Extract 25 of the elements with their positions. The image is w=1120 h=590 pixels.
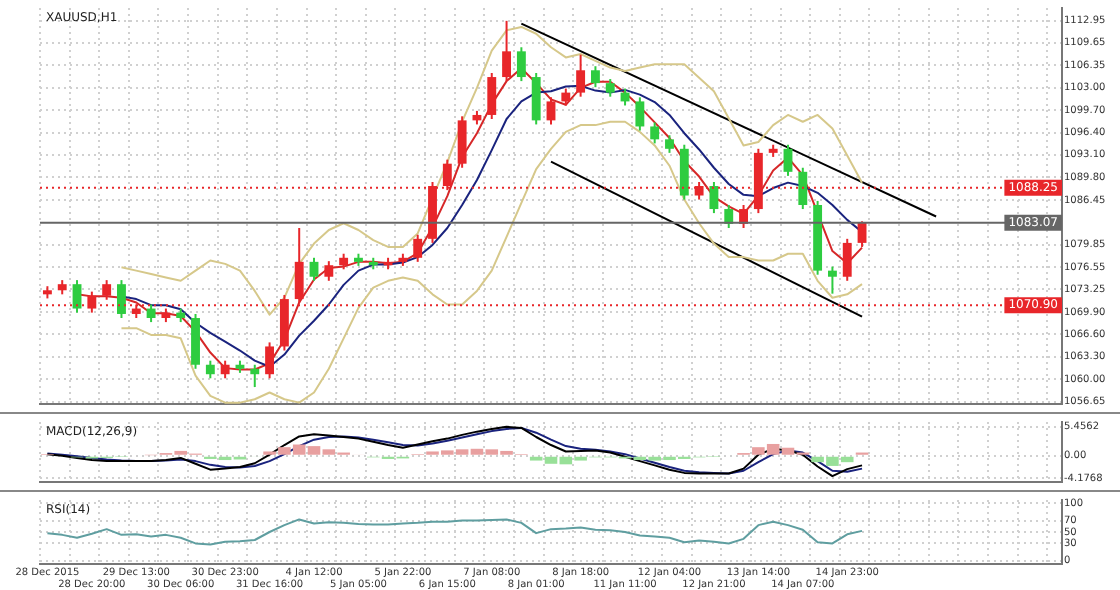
candlestick <box>413 233 423 263</box>
candlestick <box>546 96 556 126</box>
candlestick <box>679 143 689 201</box>
candlestick <box>102 279 112 301</box>
candlestick <box>72 279 82 314</box>
candlestick <box>576 53 586 98</box>
candlestick <box>265 341 275 380</box>
candlestick <box>191 312 200 370</box>
candlestick <box>309 256 319 282</box>
candlestick <box>783 143 793 177</box>
candlestick <box>516 46 526 83</box>
candlestick <box>709 180 719 215</box>
candlestick <box>457 115 467 169</box>
candlestick <box>531 71 541 126</box>
candlestick <box>487 71 497 121</box>
candlestick <box>635 96 645 132</box>
candlestick <box>250 363 260 389</box>
candlestick <box>502 19 512 83</box>
candlestick <box>798 166 808 211</box>
candlestick <box>117 279 126 320</box>
candlestick <box>324 260 334 282</box>
candlestick <box>650 121 660 145</box>
candlestick <box>590 65 600 89</box>
candlestick <box>842 237 852 282</box>
candlestick <box>827 265 837 295</box>
